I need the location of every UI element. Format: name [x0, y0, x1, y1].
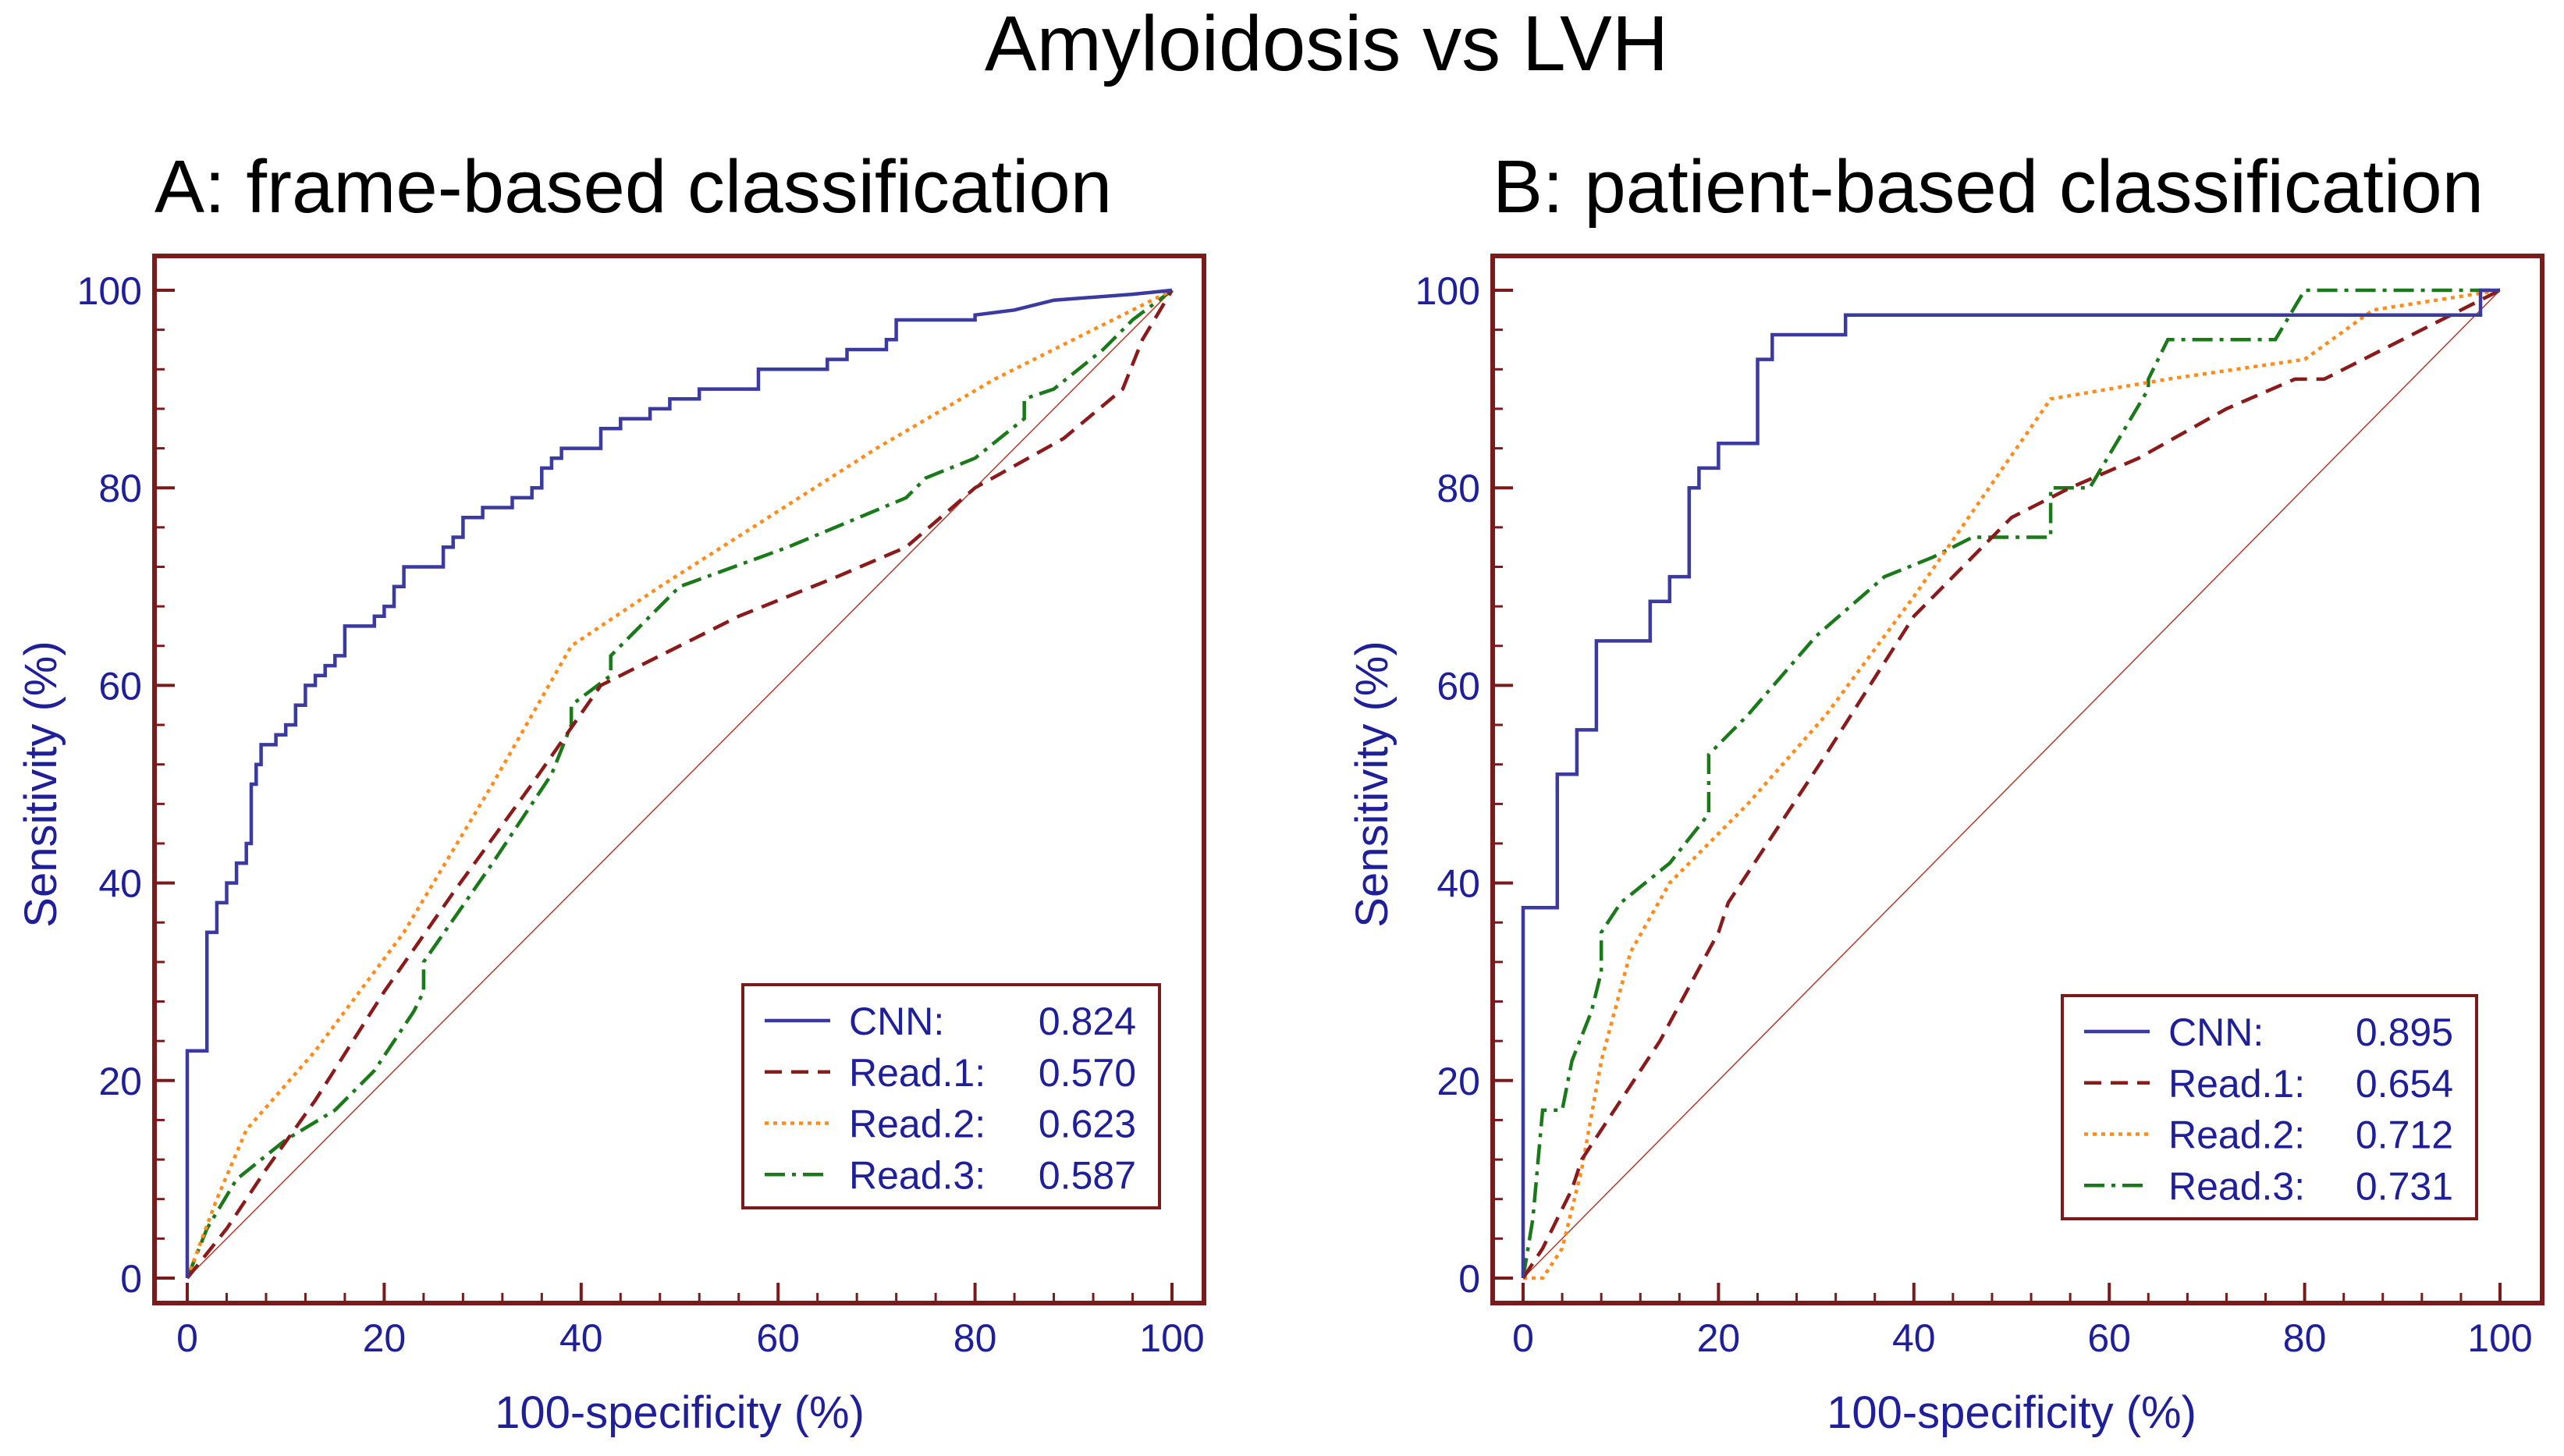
- x-tick-label: 60: [756, 1316, 800, 1360]
- plot-frame: [1490, 254, 2544, 1305]
- y-tick-label: 60: [1436, 664, 1480, 708]
- x-tick-label: 0: [1512, 1316, 1534, 1360]
- y-tick-label: 40: [1436, 862, 1480, 906]
- legend-auc-value: 0.570: [1039, 1051, 1136, 1095]
- legend-auc-value: 0.731: [2356, 1164, 2453, 1208]
- y-tick-label: 100: [1415, 269, 1480, 313]
- series-line-read3: [185, 289, 1174, 1279]
- x-tick-label: 80: [954, 1316, 997, 1360]
- y-tick-label: 100: [77, 269, 142, 313]
- figure-title: Amyloidosis vs LVH: [985, 0, 1668, 87]
- x-tick-label: 0: [176, 1316, 198, 1360]
- x-tick-label: 80: [2283, 1316, 2327, 1360]
- legend-auc-value: 0.654: [2356, 1062, 2453, 1106]
- series-line-cnn: [1521, 288, 2500, 1278]
- x-axis-label: 100-specificity (%): [1827, 1387, 2196, 1438]
- legend-series-name: Read.1:: [849, 1051, 985, 1095]
- y-tick-label: 20: [98, 1060, 142, 1103]
- x-tick-label: 40: [559, 1316, 603, 1360]
- legend-series-name: Read.3:: [2168, 1164, 2305, 1208]
- x-tick-label: 20: [1697, 1316, 1741, 1360]
- series-line-read1: [186, 289, 1174, 1280]
- legend-series-name: Read.1:: [2168, 1062, 2305, 1106]
- series-line-read2: [1523, 288, 2501, 1280]
- legend-series-name: Read.2:: [849, 1103, 985, 1146]
- y-tick-label: 80: [1436, 467, 1480, 510]
- y-tick-label: 40: [98, 862, 142, 906]
- legend-auc-value: 0.712: [2356, 1113, 2453, 1157]
- y-tick-label: 20: [1436, 1060, 1480, 1103]
- panel-title: B: patient-based classification: [1493, 145, 2484, 229]
- series-line-read3: [1521, 288, 2500, 1279]
- legend-auc-value: 0.824: [1039, 1000, 1136, 1043]
- series-line-cnn: [185, 288, 1173, 1278]
- y-tick-label: 60: [98, 664, 142, 708]
- panel-b: B: patient-based classification 0 20 40 60 80…: [1347, 145, 2544, 1438]
- x-tick-label: 100: [2467, 1316, 2532, 1360]
- plot-frame: [152, 254, 1206, 1305]
- panel-title: A: frame-based classification: [154, 145, 1112, 229]
- x-axis-label: 100-specificity (%): [495, 1387, 865, 1438]
- x-tick-label: 60: [2087, 1316, 2131, 1360]
- y-axis-label: Sensitivity (%): [1347, 641, 1397, 927]
- y-tick-label: 0: [120, 1257, 142, 1301]
- x-tick-label: 20: [363, 1316, 407, 1360]
- y-axis-label: Sensitivity (%): [16, 641, 66, 927]
- y-tick-label: 80: [98, 467, 142, 510]
- series-line-read1: [1522, 288, 2502, 1280]
- x-tick-label: 40: [1892, 1316, 1936, 1360]
- y-tick-label: 0: [1458, 1257, 1480, 1301]
- legend-auc-value: 0.623: [1039, 1103, 1136, 1146]
- legend-auc-value: 0.587: [1039, 1153, 1136, 1197]
- legend-auc-value: 0.895: [2356, 1010, 2453, 1054]
- legend-series-name: Read.3:: [849, 1153, 985, 1197]
- reference-diagonal: [1522, 289, 2501, 1279]
- legend-series-name: CNN:: [849, 1000, 944, 1043]
- legend-series-name: CNN:: [2168, 1010, 2264, 1054]
- reference-diagonal: [186, 289, 1173, 1279]
- x-tick-label: 100: [1139, 1316, 1204, 1360]
- series-line-read2: [185, 288, 1174, 1279]
- panel-a: A: frame-based classification 0 20 40 60 80 10…: [16, 145, 1206, 1438]
- legend-series-name: Read.2:: [2168, 1113, 2305, 1157]
